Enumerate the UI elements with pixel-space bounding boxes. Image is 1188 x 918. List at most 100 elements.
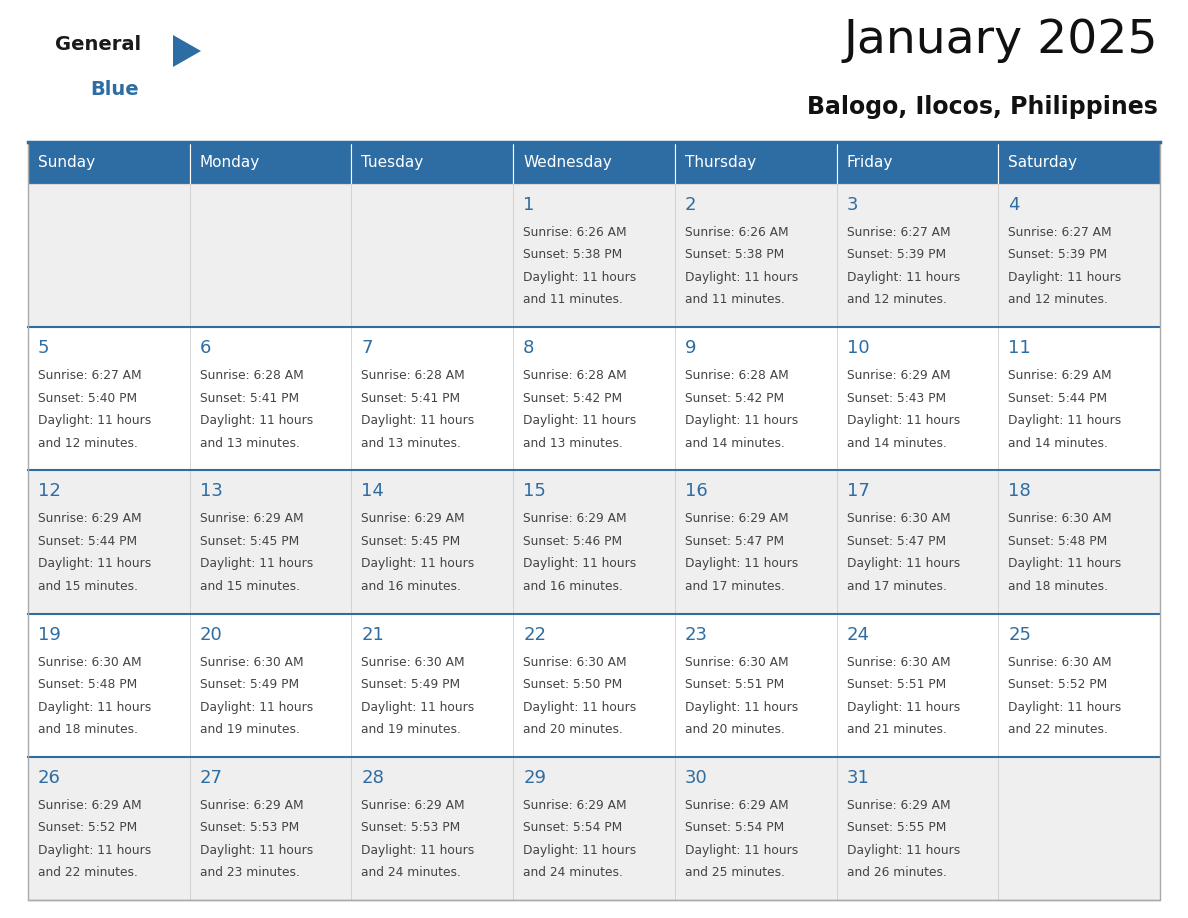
Bar: [675, 756, 836, 900]
Text: and 26 minutes.: and 26 minutes.: [847, 867, 947, 879]
Text: Daylight: 11 hours: Daylight: 11 hours: [361, 844, 475, 856]
Text: Sunset: 5:53 PM: Sunset: 5:53 PM: [361, 822, 461, 834]
Text: Sunset: 5:52 PM: Sunset: 5:52 PM: [38, 822, 138, 834]
Text: and 12 minutes.: and 12 minutes.: [847, 294, 947, 307]
Text: and 23 minutes.: and 23 minutes.: [200, 867, 299, 879]
Text: Sunset: 5:40 PM: Sunset: 5:40 PM: [38, 392, 137, 405]
Text: and 14 minutes.: and 14 minutes.: [847, 437, 947, 450]
Text: Sunset: 5:44 PM: Sunset: 5:44 PM: [38, 535, 137, 548]
Text: Sunset: 5:38 PM: Sunset: 5:38 PM: [523, 249, 623, 262]
Text: Blue: Blue: [90, 80, 139, 99]
Bar: [836, 327, 998, 470]
Text: Daylight: 11 hours: Daylight: 11 hours: [684, 700, 798, 713]
Text: Sunrise: 6:30 AM: Sunrise: 6:30 AM: [847, 512, 950, 525]
Text: Sunrise: 6:30 AM: Sunrise: 6:30 AM: [847, 655, 950, 668]
Text: Sunrise: 6:26 AM: Sunrise: 6:26 AM: [523, 226, 627, 239]
Text: Daylight: 11 hours: Daylight: 11 hours: [361, 414, 475, 427]
Text: Sunrise: 6:29 AM: Sunrise: 6:29 AM: [523, 799, 627, 812]
Text: 12: 12: [38, 482, 61, 500]
Text: Sunrise: 6:30 AM: Sunrise: 6:30 AM: [1009, 512, 1112, 525]
Text: Sunrise: 6:28 AM: Sunrise: 6:28 AM: [361, 369, 466, 382]
Text: 7: 7: [361, 339, 373, 357]
Text: 21: 21: [361, 625, 384, 644]
Text: Friday: Friday: [847, 155, 893, 171]
Text: Sunrise: 6:30 AM: Sunrise: 6:30 AM: [38, 655, 141, 668]
Text: Sunset: 5:53 PM: Sunset: 5:53 PM: [200, 822, 299, 834]
Text: Wednesday: Wednesday: [523, 155, 612, 171]
Text: and 21 minutes.: and 21 minutes.: [847, 723, 947, 736]
Text: Sunrise: 6:29 AM: Sunrise: 6:29 AM: [200, 512, 303, 525]
Text: Sunset: 5:42 PM: Sunset: 5:42 PM: [684, 392, 784, 405]
Text: Sunrise: 6:29 AM: Sunrise: 6:29 AM: [684, 799, 789, 812]
Bar: [998, 327, 1159, 470]
Text: Daylight: 11 hours: Daylight: 11 hours: [523, 700, 637, 713]
Bar: [998, 756, 1159, 900]
Text: and 17 minutes.: and 17 minutes.: [684, 580, 785, 593]
Text: Sunrise: 6:30 AM: Sunrise: 6:30 AM: [361, 655, 465, 668]
Text: Daylight: 11 hours: Daylight: 11 hours: [38, 557, 151, 570]
Text: 27: 27: [200, 768, 222, 787]
Text: 1: 1: [523, 196, 535, 214]
Text: and 13 minutes.: and 13 minutes.: [361, 437, 461, 450]
Text: Daylight: 11 hours: Daylight: 11 hours: [361, 700, 475, 713]
Text: Sunrise: 6:29 AM: Sunrise: 6:29 AM: [200, 799, 303, 812]
Text: and 15 minutes.: and 15 minutes.: [38, 580, 138, 593]
Text: Sunset: 5:50 PM: Sunset: 5:50 PM: [523, 678, 623, 691]
Text: Sunrise: 6:29 AM: Sunrise: 6:29 AM: [847, 799, 950, 812]
Text: Daylight: 11 hours: Daylight: 11 hours: [1009, 700, 1121, 713]
Text: Sunset: 5:41 PM: Sunset: 5:41 PM: [361, 392, 461, 405]
Text: Daylight: 11 hours: Daylight: 11 hours: [847, 414, 960, 427]
Bar: [29, 470, 190, 613]
Bar: [190, 184, 352, 327]
Text: Sunrise: 6:29 AM: Sunrise: 6:29 AM: [361, 799, 465, 812]
Text: Sunrise: 6:26 AM: Sunrise: 6:26 AM: [684, 226, 789, 239]
Text: and 13 minutes.: and 13 minutes.: [523, 437, 623, 450]
Text: Sunset: 5:52 PM: Sunset: 5:52 PM: [1009, 678, 1107, 691]
Text: and 11 minutes.: and 11 minutes.: [684, 294, 785, 307]
Bar: [675, 184, 836, 327]
Text: 5: 5: [38, 339, 50, 357]
Text: Daylight: 11 hours: Daylight: 11 hours: [1009, 414, 1121, 427]
Text: and 11 minutes.: and 11 minutes.: [523, 294, 623, 307]
Text: Daylight: 11 hours: Daylight: 11 hours: [684, 414, 798, 427]
Text: and 20 minutes.: and 20 minutes.: [523, 723, 623, 736]
Text: Sunset: 5:48 PM: Sunset: 5:48 PM: [38, 678, 138, 691]
Bar: [836, 613, 998, 756]
Text: Sunrise: 6:28 AM: Sunrise: 6:28 AM: [684, 369, 789, 382]
Text: Daylight: 11 hours: Daylight: 11 hours: [1009, 271, 1121, 284]
Text: General: General: [55, 35, 141, 54]
Text: Sunrise: 6:30 AM: Sunrise: 6:30 AM: [200, 655, 303, 668]
Text: Daylight: 11 hours: Daylight: 11 hours: [684, 271, 798, 284]
Bar: [352, 184, 513, 327]
Bar: [190, 142, 352, 184]
Text: Daylight: 11 hours: Daylight: 11 hours: [523, 271, 637, 284]
Text: Monday: Monday: [200, 155, 260, 171]
Text: Sunset: 5:49 PM: Sunset: 5:49 PM: [361, 678, 461, 691]
Text: January 2025: January 2025: [843, 18, 1158, 63]
Text: Sunrise: 6:29 AM: Sunrise: 6:29 AM: [38, 512, 141, 525]
Bar: [29, 142, 190, 184]
Text: Balogo, Ilocos, Philippines: Balogo, Ilocos, Philippines: [807, 95, 1158, 119]
Text: Daylight: 11 hours: Daylight: 11 hours: [361, 557, 475, 570]
Bar: [513, 613, 675, 756]
Text: 22: 22: [523, 625, 546, 644]
Text: Daylight: 11 hours: Daylight: 11 hours: [38, 844, 151, 856]
Text: and 19 minutes.: and 19 minutes.: [200, 723, 299, 736]
Text: 13: 13: [200, 482, 222, 500]
Text: Sunset: 5:54 PM: Sunset: 5:54 PM: [523, 822, 623, 834]
Text: Sunset: 5:51 PM: Sunset: 5:51 PM: [847, 678, 946, 691]
Text: Sunrise: 6:30 AM: Sunrise: 6:30 AM: [523, 655, 627, 668]
Text: Sunset: 5:45 PM: Sunset: 5:45 PM: [200, 535, 299, 548]
Text: Daylight: 11 hours: Daylight: 11 hours: [847, 557, 960, 570]
Text: 20: 20: [200, 625, 222, 644]
Text: 18: 18: [1009, 482, 1031, 500]
Text: Sunrise: 6:27 AM: Sunrise: 6:27 AM: [1009, 226, 1112, 239]
Text: Thursday: Thursday: [684, 155, 756, 171]
Bar: [836, 142, 998, 184]
Bar: [29, 613, 190, 756]
Text: and 14 minutes.: and 14 minutes.: [1009, 437, 1108, 450]
Text: and 19 minutes.: and 19 minutes.: [361, 723, 461, 736]
Bar: [513, 470, 675, 613]
Text: Sunrise: 6:29 AM: Sunrise: 6:29 AM: [38, 799, 141, 812]
Text: and 17 minutes.: and 17 minutes.: [847, 580, 947, 593]
